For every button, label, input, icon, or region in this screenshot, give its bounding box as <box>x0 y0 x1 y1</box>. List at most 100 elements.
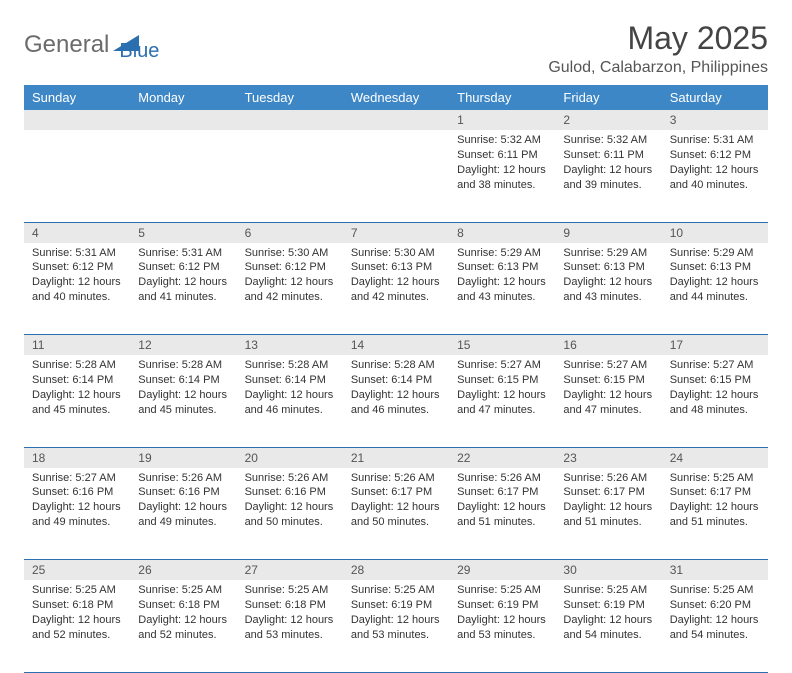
daylight-line: Daylight: 12 hours and 51 minutes. <box>563 500 653 530</box>
day-number-cell: 4 <box>24 222 130 243</box>
day-cell-text: Sunrise: 5:26 AMSunset: 6:17 PMDaylight:… <box>555 468 661 536</box>
day-cell-text: Sunrise: 5:28 AMSunset: 6:14 PMDaylight:… <box>237 355 343 423</box>
day-cell: Sunrise: 5:25 AMSunset: 6:19 PMDaylight:… <box>555 580 661 672</box>
day-cell: Sunrise: 5:25 AMSunset: 6:18 PMDaylight:… <box>24 580 130 672</box>
weekday-header: Monday <box>130 85 236 110</box>
day-cell-text: Sunrise: 5:26 AMSunset: 6:17 PMDaylight:… <box>343 468 449 536</box>
sunrise-line: Sunrise: 5:32 AM <box>457 133 547 148</box>
day-number-cell <box>237 110 343 130</box>
day-content-row: Sunrise: 5:31 AMSunset: 6:12 PMDaylight:… <box>24 243 768 335</box>
day-cell-text: Sunrise: 5:31 AMSunset: 6:12 PMDaylight:… <box>130 243 236 311</box>
sunrise-line: Sunrise: 5:30 AM <box>245 246 335 261</box>
day-content-row: Sunrise: 5:28 AMSunset: 6:14 PMDaylight:… <box>24 355 768 447</box>
day-cell: Sunrise: 5:28 AMSunset: 6:14 PMDaylight:… <box>343 355 449 447</box>
sunrise-line: Sunrise: 5:29 AM <box>457 246 547 261</box>
day-number-row: 11121314151617 <box>24 335 768 356</box>
day-cell: Sunrise: 5:25 AMSunset: 6:19 PMDaylight:… <box>449 580 555 672</box>
sunset-line: Sunset: 6:13 PM <box>670 260 760 275</box>
day-number-cell: 8 <box>449 222 555 243</box>
sunset-line: Sunset: 6:13 PM <box>457 260 547 275</box>
day-cell-text: Sunrise: 5:26 AMSunset: 6:16 PMDaylight:… <box>237 468 343 536</box>
day-number-cell: 7 <box>343 222 449 243</box>
daylight-line: Daylight: 12 hours and 38 minutes. <box>457 163 547 193</box>
daylight-line: Daylight: 12 hours and 50 minutes. <box>351 500 441 530</box>
logo-text-general: General <box>24 31 109 59</box>
logo: General Blue <box>24 26 159 63</box>
sunset-line: Sunset: 6:18 PM <box>32 598 122 613</box>
sunset-line: Sunset: 6:12 PM <box>670 148 760 163</box>
sunset-line: Sunset: 6:17 PM <box>457 485 547 500</box>
sunset-line: Sunset: 6:12 PM <box>245 260 335 275</box>
daylight-line: Daylight: 12 hours and 42 minutes. <box>245 275 335 305</box>
day-number-cell: 9 <box>555 222 661 243</box>
day-cell-text: Sunrise: 5:25 AMSunset: 6:19 PMDaylight:… <box>555 580 661 648</box>
day-cell-text: Sunrise: 5:29 AMSunset: 6:13 PMDaylight:… <box>555 243 661 311</box>
day-cell <box>24 130 130 222</box>
logo-text-blue: Blue <box>119 26 159 63</box>
day-cell-text: Sunrise: 5:28 AMSunset: 6:14 PMDaylight:… <box>24 355 130 423</box>
day-cell: Sunrise: 5:29 AMSunset: 6:13 PMDaylight:… <box>555 243 661 335</box>
sunset-line: Sunset: 6:18 PM <box>138 598 228 613</box>
daylight-line: Daylight: 12 hours and 40 minutes. <box>32 275 122 305</box>
sunrise-line: Sunrise: 5:27 AM <box>32 471 122 486</box>
sunrise-line: Sunrise: 5:29 AM <box>670 246 760 261</box>
day-number-row: 25262728293031 <box>24 560 768 581</box>
daylight-line: Daylight: 12 hours and 49 minutes. <box>138 500 228 530</box>
day-number-cell: 23 <box>555 447 661 468</box>
sunset-line: Sunset: 6:19 PM <box>351 598 441 613</box>
daylight-line: Daylight: 12 hours and 43 minutes. <box>563 275 653 305</box>
weekday-header: Thursday <box>449 85 555 110</box>
day-number-cell: 21 <box>343 447 449 468</box>
sunrise-line: Sunrise: 5:26 AM <box>245 471 335 486</box>
daylight-line: Daylight: 12 hours and 51 minutes. <box>457 500 547 530</box>
daylight-line: Daylight: 12 hours and 47 minutes. <box>563 388 653 418</box>
daylight-line: Daylight: 12 hours and 45 minutes. <box>32 388 122 418</box>
day-cell-text: Sunrise: 5:25 AMSunset: 6:18 PMDaylight:… <box>24 580 130 648</box>
day-cell-text: Sunrise: 5:25 AMSunset: 6:18 PMDaylight:… <box>130 580 236 648</box>
day-cell-text: Sunrise: 5:27 AMSunset: 6:15 PMDaylight:… <box>662 355 768 423</box>
day-cell-text: Sunrise: 5:25 AMSunset: 6:20 PMDaylight:… <box>662 580 768 648</box>
day-number-cell: 15 <box>449 335 555 356</box>
sunset-line: Sunset: 6:16 PM <box>138 485 228 500</box>
daylight-line: Daylight: 12 hours and 41 minutes. <box>138 275 228 305</box>
title-block: May 2025 Gulod, Calabarzon, Philippines <box>548 20 768 77</box>
sunset-line: Sunset: 6:19 PM <box>563 598 653 613</box>
daylight-line: Daylight: 12 hours and 42 minutes. <box>351 275 441 305</box>
weekday-header: Friday <box>555 85 661 110</box>
sunset-line: Sunset: 6:20 PM <box>670 598 760 613</box>
day-number-row: 18192021222324 <box>24 447 768 468</box>
month-title: May 2025 <box>548 20 768 57</box>
day-cell-text: Sunrise: 5:30 AMSunset: 6:13 PMDaylight:… <box>343 243 449 311</box>
day-number-cell <box>130 110 236 130</box>
day-cell-text: Sunrise: 5:27 AMSunset: 6:15 PMDaylight:… <box>555 355 661 423</box>
daylight-line: Daylight: 12 hours and 52 minutes. <box>138 613 228 643</box>
day-number-cell: 27 <box>237 560 343 581</box>
day-cell: Sunrise: 5:26 AMSunset: 6:17 PMDaylight:… <box>343 468 449 560</box>
day-cell: Sunrise: 5:27 AMSunset: 6:15 PMDaylight:… <box>449 355 555 447</box>
day-cell <box>237 130 343 222</box>
sunrise-line: Sunrise: 5:25 AM <box>670 471 760 486</box>
day-number-cell: 6 <box>237 222 343 243</box>
day-cell: Sunrise: 5:28 AMSunset: 6:14 PMDaylight:… <box>24 355 130 447</box>
daylight-line: Daylight: 12 hours and 39 minutes. <box>563 163 653 193</box>
day-cell-text: Sunrise: 5:32 AMSunset: 6:11 PMDaylight:… <box>555 130 661 198</box>
daylight-line: Daylight: 12 hours and 54 minutes. <box>670 613 760 643</box>
day-cell: Sunrise: 5:26 AMSunset: 6:17 PMDaylight:… <box>449 468 555 560</box>
sunset-line: Sunset: 6:17 PM <box>563 485 653 500</box>
day-cell: Sunrise: 5:28 AMSunset: 6:14 PMDaylight:… <box>130 355 236 447</box>
daylight-line: Daylight: 12 hours and 50 minutes. <box>245 500 335 530</box>
day-number-cell: 3 <box>662 110 768 130</box>
daylight-line: Daylight: 12 hours and 44 minutes. <box>670 275 760 305</box>
sunset-line: Sunset: 6:14 PM <box>245 373 335 388</box>
day-cell-text: Sunrise: 5:30 AMSunset: 6:12 PMDaylight:… <box>237 243 343 311</box>
sunrise-line: Sunrise: 5:32 AM <box>563 133 653 148</box>
day-number-cell: 25 <box>24 560 130 581</box>
sunset-line: Sunset: 6:14 PM <box>138 373 228 388</box>
day-cell-text: Sunrise: 5:31 AMSunset: 6:12 PMDaylight:… <box>24 243 130 311</box>
day-number-cell: 30 <box>555 560 661 581</box>
day-number-cell: 1 <box>449 110 555 130</box>
day-number-cell: 13 <box>237 335 343 356</box>
day-cell-text: Sunrise: 5:27 AMSunset: 6:15 PMDaylight:… <box>449 355 555 423</box>
weekday-header: Saturday <box>662 85 768 110</box>
sunrise-line: Sunrise: 5:26 AM <box>563 471 653 486</box>
